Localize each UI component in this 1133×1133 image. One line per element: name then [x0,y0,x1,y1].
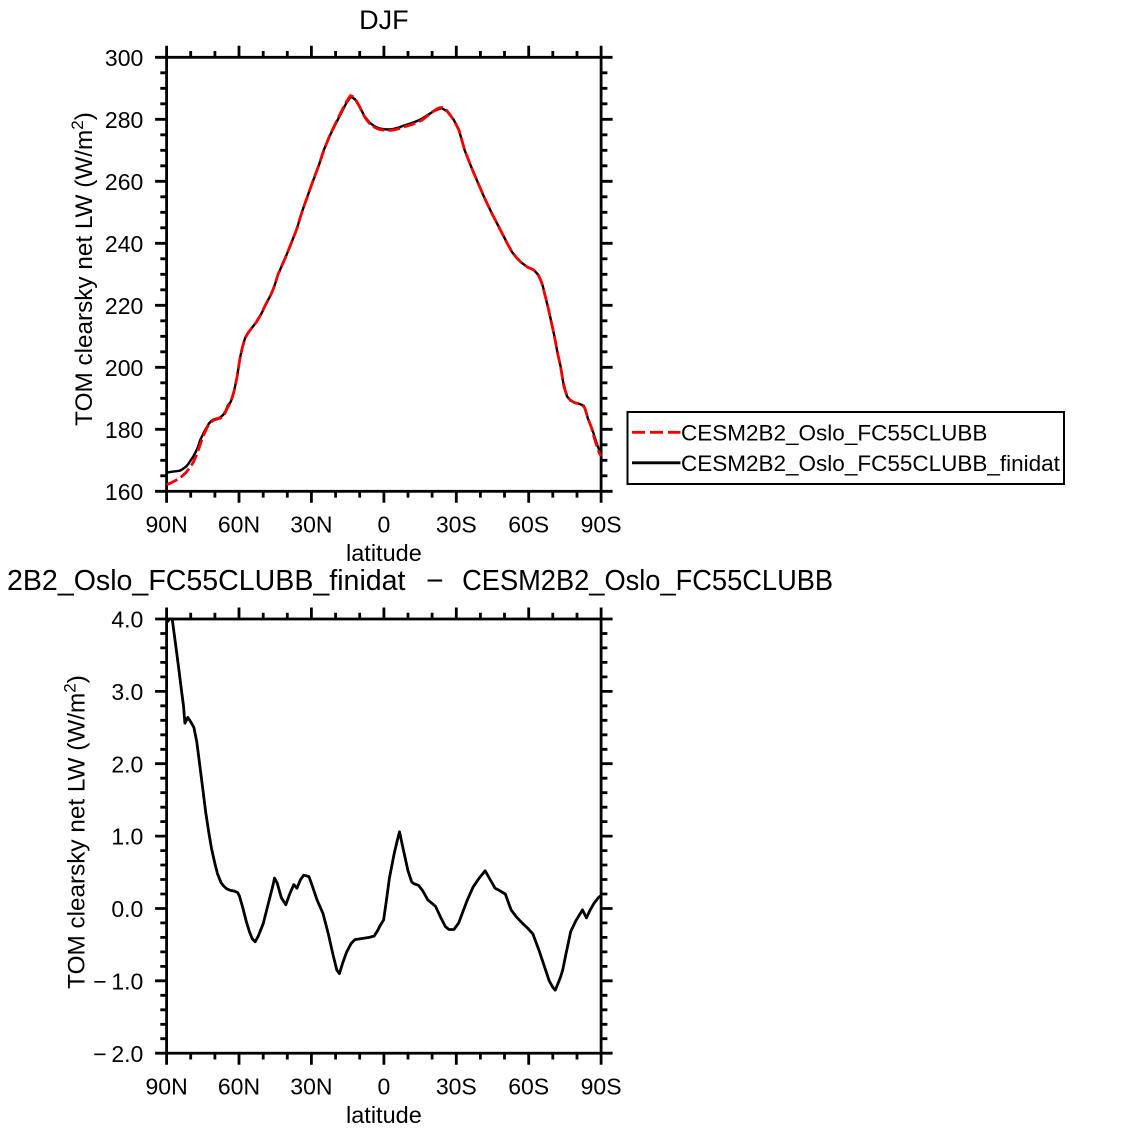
svg-text:latitude: latitude [346,540,422,566]
svg-text:30N: 30N [290,1073,332,1099]
svg-text:90S: 90S [581,511,622,537]
svg-text:1.0: 1.0 [111,824,143,850]
svg-text:220: 220 [105,293,143,319]
svg-text:−1.0: −1.0 [93,968,143,994]
svg-text:260: 260 [105,169,143,195]
svg-text:90N: 90N [145,511,187,537]
svg-text:0.0: 0.0 [111,896,143,922]
svg-text:60N: 60N [218,511,260,537]
svg-text:60N: 60N [218,1073,260,1099]
svg-text:90S: 90S [581,1073,622,1099]
svg-text:90N: 90N [145,1073,187,1099]
svg-text:30S: 30S [436,511,477,537]
svg-text:−: − [426,565,444,597]
svg-text:60S: 60S [508,1073,549,1099]
svg-text:240: 240 [105,231,143,257]
svg-text:160: 160 [105,479,143,505]
svg-text:0: 0 [378,1073,391,1099]
svg-text:CESM2B2_Oslo_FC55CLUBB: CESM2B2_Oslo_FC55CLUBB [681,420,987,445]
svg-text:200: 200 [105,355,143,381]
svg-text:−2.0: −2.0 [93,1041,143,1067]
svg-text:4.0: 4.0 [111,607,143,633]
svg-text:300: 300 [105,45,143,71]
svg-text:30S: 30S [436,1073,477,1099]
svg-text:3.0: 3.0 [111,679,143,705]
svg-text:180: 180 [105,417,143,443]
svg-text:CESM2B2_Oslo_FC55CLUBB: CESM2B2_Oslo_FC55CLUBB [462,565,833,597]
svg-text:TOM clearsky net LW (W/m2): TOM clearsky net LW (W/m2) [68,112,98,426]
svg-text:2.0: 2.0 [111,751,143,777]
svg-text:0: 0 [378,511,391,537]
svg-text:CESM2B2_Oslo_FC55CLUBB_finidat: CESM2B2_Oslo_FC55CLUBB_finidat [681,451,1061,476]
svg-text:TOM clearsky net LW (W/m2): TOM clearsky net LW (W/m2) [61,675,91,989]
svg-text:30N: 30N [290,511,332,537]
svg-text:60S: 60S [508,511,549,537]
svg-text:2B2_Oslo_FC55CLUBB_finidat: 2B2_Oslo_FC55CLUBB_finidat [7,565,406,597]
svg-text:DJF: DJF [359,5,409,35]
svg-text:280: 280 [105,107,143,133]
svg-text:latitude: latitude [346,1102,422,1128]
